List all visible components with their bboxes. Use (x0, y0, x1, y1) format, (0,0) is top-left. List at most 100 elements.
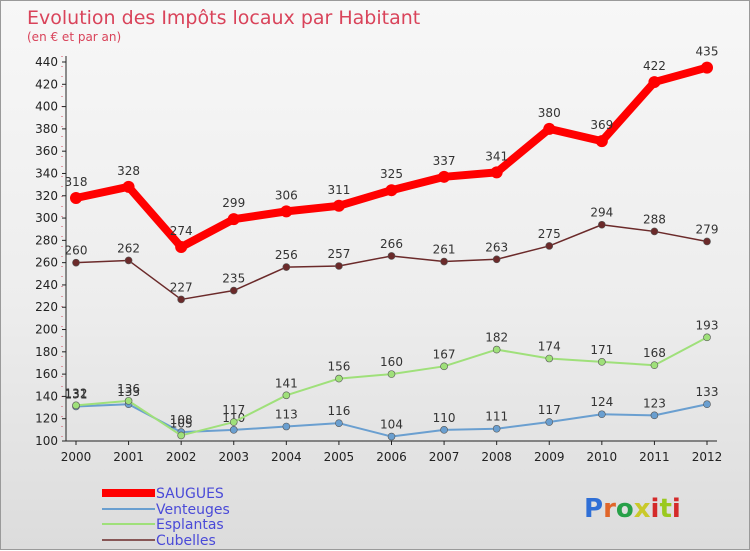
data-point (598, 358, 606, 366)
chart-subtitle: (en € et par an) (27, 30, 121, 44)
data-label: 299 (222, 196, 245, 210)
x-tick-label: 2000 (61, 450, 92, 464)
data-point (545, 242, 554, 250)
data-label: 182 (485, 331, 508, 345)
data-label: 167 (433, 347, 456, 361)
y-tick-label: 400 (35, 100, 58, 114)
y-tick-label: 120 (35, 412, 58, 426)
data-label: 133 (117, 385, 140, 399)
legend-item-esplantas: Esplantas (102, 517, 224, 533)
legend-item-venteuges: Venteuges (102, 502, 230, 518)
data-label: 337 (433, 154, 456, 168)
legend-label: Cubelles (156, 533, 216, 549)
data-label: 171 (590, 343, 613, 357)
data-label: 227 (170, 280, 193, 294)
series-layer: 260 262 227 235 256 257 266 261 263 275 294 288 279 1… (65, 45, 719, 441)
data-label: 256 (275, 248, 298, 262)
data-label: 174 (538, 340, 561, 354)
legend-label: SAUGUES (156, 486, 224, 502)
data-point (650, 361, 659, 370)
y-tick-label: 240 (35, 278, 58, 292)
data-point (543, 122, 556, 135)
y-tick-label: 260 (35, 256, 58, 270)
series-esplantas: 132 136 105 117 141 156 160 167 182 174 171 168 193 (65, 318, 719, 440)
legend-item-cubelles: Cubelles (102, 533, 216, 549)
data-label: 116 (327, 404, 350, 418)
x-tick-label: 2007 (429, 450, 460, 464)
data-label: 160 (380, 355, 403, 369)
data-label: 328 (117, 164, 140, 178)
data-label: 369 (590, 118, 613, 132)
data-label: 133 (696, 385, 719, 399)
data-point (335, 419, 343, 427)
data-label: 266 (380, 237, 403, 251)
data-label: 105 (170, 416, 193, 430)
y-tick-label: 320 (35, 189, 58, 203)
y-tick-label: 440 (35, 55, 58, 69)
data-point (335, 374, 343, 383)
data-label: 341 (485, 149, 508, 163)
y-tick-label: 140 (35, 389, 58, 403)
legend-label: Esplantas (156, 517, 224, 533)
x-tick-label: 2005 (324, 450, 355, 464)
y-tick-label: 360 (35, 144, 58, 158)
data-point (227, 213, 240, 226)
data-point (385, 184, 398, 197)
data-point (440, 426, 448, 434)
data-label: 124 (590, 395, 613, 409)
y-tick-label: 100 (35, 434, 58, 448)
axes: 100 120 140 160 180 200 220 240 260 280 300 320 340 3… (35, 55, 722, 464)
data-point (122, 180, 135, 193)
y-tick-label: 380 (35, 122, 58, 136)
y-tick-label: 180 (35, 345, 58, 359)
chart-title: Evolution des Impôts locaux par Habitant (27, 7, 420, 29)
data-point (703, 400, 711, 409)
data-label: 132 (65, 386, 88, 400)
data-point (72, 258, 80, 267)
y-tick-label: 200 (35, 323, 58, 337)
data-label: 193 (696, 318, 719, 332)
x-tick-label: 2001 (113, 450, 144, 464)
data-point (229, 286, 238, 295)
data-point (387, 370, 396, 378)
x-tick-label: 2004 (271, 450, 302, 464)
data-label: 260 (65, 244, 88, 258)
data-point (282, 422, 291, 431)
legend-item-saugues: SAUGUES (102, 486, 224, 502)
data-label: 156 (327, 360, 350, 374)
data-point (703, 333, 711, 342)
data-label: 113 (275, 408, 298, 422)
data-label: 263 (485, 240, 508, 254)
data-point (490, 166, 503, 179)
data-point (440, 257, 448, 266)
data-label: 262 (117, 241, 140, 255)
data-point (175, 241, 188, 254)
data-point (229, 418, 238, 426)
data-point (492, 255, 501, 264)
data-point (282, 391, 291, 400)
data-label: 311 (327, 183, 350, 197)
data-point (229, 426, 238, 434)
data-point (70, 191, 82, 204)
data-point (280, 205, 293, 218)
data-point (440, 362, 448, 371)
data-point (124, 256, 133, 265)
data-label: 435 (696, 45, 719, 59)
data-point (545, 418, 554, 426)
data-point (648, 76, 661, 89)
data-label: 141 (275, 376, 298, 390)
data-point (595, 135, 608, 148)
data-label: 380 (538, 106, 561, 120)
data-point (650, 411, 659, 420)
data-label: 306 (275, 188, 298, 202)
data-label: 108 (170, 413, 193, 427)
data-label: 288 (643, 212, 666, 226)
x-tick-label: 2012 (692, 450, 723, 464)
data-point (438, 170, 451, 183)
x-tick-label: 2008 (481, 450, 512, 464)
series-venteuges: 131 133 108 110 113 116 104 110 111 117 124 123 133 (65, 385, 719, 441)
data-point (703, 237, 711, 246)
data-point (124, 397, 133, 405)
